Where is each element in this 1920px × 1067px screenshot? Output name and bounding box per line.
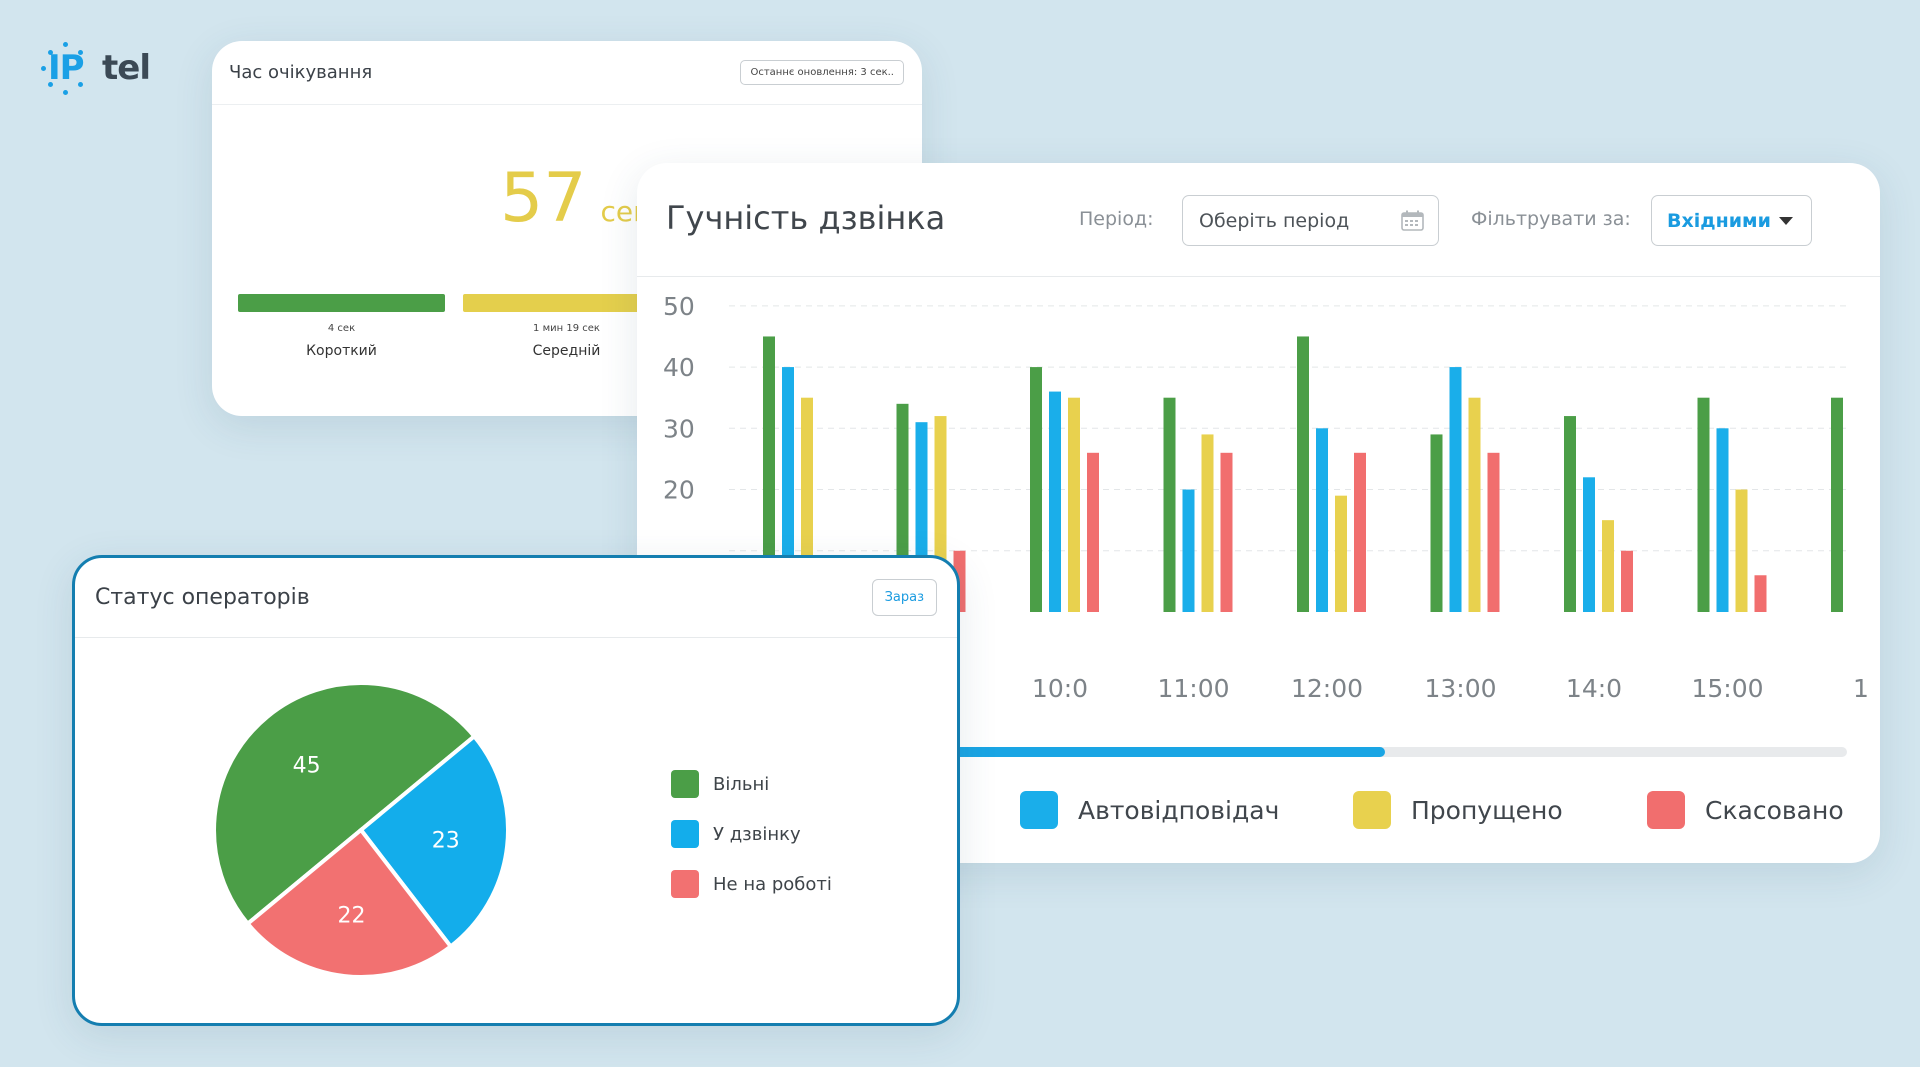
chart-scrollbar-thumb[interactable]: [737, 747, 1385, 757]
period-placeholder: Оберіть період: [1199, 209, 1350, 232]
y-tick-label: 30: [663, 414, 695, 443]
pie-slice[interactable]: [244, 827, 454, 979]
legend-label: Пропущено: [1411, 795, 1563, 825]
x-tick-label: 11:00: [1157, 674, 1229, 703]
call-volume-legend: Автовідповідач Пропущено Скасовано: [637, 791, 1880, 841]
bar[interactable]: [1087, 452, 1099, 612]
medium-wait-label: Середній: [532, 343, 601, 359]
bar[interactable]: [1487, 452, 1500, 612]
short-wait-value: 4 сек: [327, 323, 356, 334]
bar[interactable]: [1468, 397, 1481, 612]
call-volume-title: Гучність дзвінка: [666, 199, 946, 237]
legend-swatch: [1353, 791, 1391, 829]
legend-item-on-call[interactable]: У дзвінку: [671, 819, 832, 849]
now-button[interactable]: Зараз: [871, 579, 937, 616]
short-wait-label: Короткий: [306, 343, 377, 359]
legend-label: Автовідповідач: [1078, 795, 1280, 825]
medium-wait-bar: [463, 294, 670, 312]
call-volume-card: Гучність дзвінка Період: Оберіть період …: [637, 163, 1880, 863]
pie-value-label: 22: [337, 904, 365, 929]
call-volume-header: Гучність дзвінка Період: Оберіть період …: [637, 163, 1880, 277]
x-tick-label: 1: [1853, 674, 1869, 703]
calendar-icon[interactable]: [1401, 210, 1424, 231]
bar[interactable]: [1354, 452, 1366, 612]
x-tick-label: 12:00: [1291, 674, 1363, 703]
bar[interactable]: [1163, 397, 1176, 612]
waiting-time-title: Час очікування: [229, 62, 373, 83]
operator-status-card: Статус операторів Зараз 45 23 22 Вільні У …: [72, 555, 960, 1026]
pie-slice[interactable]: [212, 681, 478, 927]
medium-wait-caption: 1 мин 19 сек Середній: [463, 323, 670, 359]
filter-label: Фільтрувати за:: [1471, 208, 1631, 230]
operator-status-legend: Вільні У дзвінку Не на роботі: [671, 769, 832, 919]
short-wait-bar: [238, 294, 445, 312]
chart-scrollbar[interactable]: [737, 747, 1847, 757]
bar[interactable]: [1831, 397, 1843, 612]
logo-ip-text: IP: [48, 48, 85, 88]
x-tick-label: 13:00: [1424, 674, 1496, 703]
legend-item-off-work[interactable]: Не на роботі: [671, 869, 832, 899]
legend-item-missed[interactable]: Пропущено: [1353, 791, 1563, 829]
medium-wait-value: 1 мин 19 сек: [533, 323, 600, 334]
bar[interactable]: [1220, 452, 1233, 612]
short-wait-caption: 4 сек Короткий: [238, 323, 445, 359]
period-picker[interactable]: Оберіть період: [1182, 195, 1439, 246]
waiting-time-header: Час очікування Останнє оновлення: 3 сек.…: [212, 41, 922, 105]
bar[interactable]: [1602, 520, 1614, 612]
bar[interactable]: [1316, 428, 1328, 612]
iptel-logo: IP tel: [40, 40, 165, 102]
bar[interactable]: [1430, 434, 1443, 612]
bar[interactable]: [1182, 489, 1195, 612]
period-label: Період:: [1079, 208, 1154, 230]
bar[interactable]: [1735, 489, 1748, 612]
bar[interactable]: [1621, 550, 1633, 612]
bar[interactable]: [1697, 397, 1710, 612]
x-tick-label: 10:0: [1032, 674, 1088, 703]
legend-item-cancelled[interactable]: Скасовано: [1647, 791, 1844, 829]
legend-label: Скасовано: [1705, 795, 1844, 825]
bar[interactable]: [1449, 367, 1462, 612]
bar[interactable]: [1564, 416, 1576, 612]
bar[interactable]: [1030, 367, 1042, 612]
filter-dropdown[interactable]: Вхідними: [1651, 195, 1812, 246]
bar[interactable]: [1716, 428, 1729, 612]
legend-label: Не на роботі: [713, 873, 832, 895]
waiting-time-value: 57 сек: [500, 159, 650, 238]
bar[interactable]: [763, 336, 775, 612]
legend-item-autoresponder[interactable]: Автовідповідач: [1020, 791, 1279, 829]
bar[interactable]: [1297, 336, 1309, 612]
last-update-badge[interactable]: Останнє оновлення: 3 сек..: [740, 60, 904, 85]
operator-status-pie: 45 23 22: [212, 681, 510, 979]
operator-status-header: Статус операторів Зараз: [75, 558, 957, 638]
legend-label: У дзвінку: [713, 823, 801, 845]
y-tick-label: 20: [663, 476, 695, 505]
call-volume-chart: 203040509:0010:011:0012:0013:0014:015:00…: [663, 292, 1869, 703]
pie-value-label: 45: [293, 753, 321, 778]
waiting-time-number: 57: [500, 159, 587, 238]
legend-swatch: [1647, 791, 1685, 829]
logo-tel-text: tel: [102, 48, 151, 88]
x-tick-label: 14:0: [1566, 674, 1622, 703]
legend-swatch: [671, 770, 699, 798]
bar[interactable]: [1583, 477, 1595, 612]
legend-item-free[interactable]: Вільні: [671, 769, 832, 799]
bar[interactable]: [782, 367, 794, 612]
bar[interactable]: [1049, 391, 1061, 612]
bar[interactable]: [1201, 434, 1214, 612]
legend-swatch: [671, 870, 699, 898]
y-tick-label: 40: [663, 353, 695, 382]
chevron-down-icon: [1779, 216, 1793, 225]
filter-value: Вхідними: [1667, 209, 1771, 232]
bar[interactable]: [1068, 397, 1080, 612]
bar[interactable]: [1335, 495, 1347, 612]
pie-slice[interactable]: [358, 733, 510, 950]
legend-swatch: [1020, 791, 1058, 829]
operator-status-title: Статус операторів: [95, 585, 310, 610]
x-tick-label: 15:00: [1691, 674, 1763, 703]
legend-label: Вільні: [713, 773, 770, 795]
legend-swatch: [671, 820, 699, 848]
y-tick-label: 50: [663, 292, 695, 321]
bar[interactable]: [1754, 575, 1767, 612]
pie-value-label: 23: [432, 829, 460, 854]
